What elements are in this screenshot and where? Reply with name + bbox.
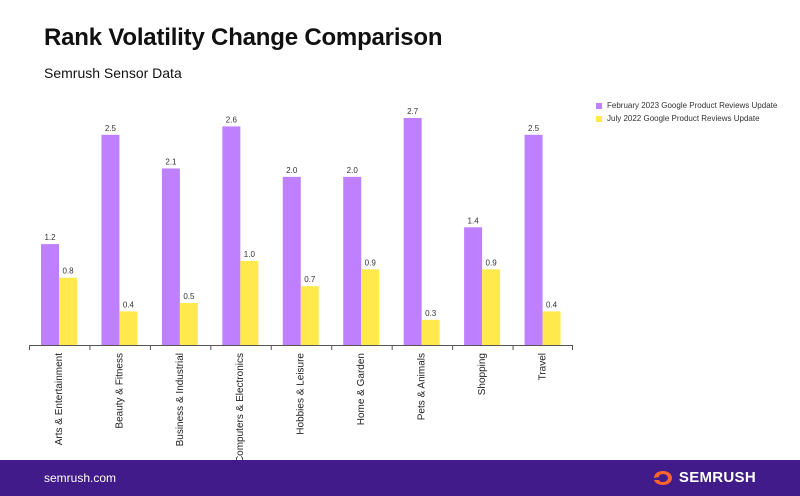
chart-subtitle: Semrush Sensor Data (44, 65, 182, 81)
bar-jul2022 (300, 286, 319, 345)
data-label: 1.0 (244, 250, 256, 259)
data-label: 0.8 (62, 267, 74, 276)
semrush-logo: SEMRUSH (651, 469, 756, 486)
data-label: 2.5 (528, 124, 540, 133)
data-label: 1.4 (468, 216, 480, 225)
category-label: Beauty & Fitness (114, 353, 125, 429)
data-label: 0.5 (183, 292, 195, 301)
semrush-fire-icon (653, 470, 672, 485)
category-label: Computers & Electronics (235, 353, 246, 460)
bar-feb2023 (101, 134, 120, 345)
data-label: 1.2 (44, 233, 56, 242)
category-label: Travel (537, 353, 548, 380)
bar-jul2022 (240, 260, 259, 345)
bar-jul2022 (421, 319, 440, 345)
chart-legend: February 2023 Google Product Reviews Upd… (596, 99, 777, 125)
data-label: 2.1 (165, 157, 177, 166)
data-label: 2.0 (286, 166, 298, 175)
bar-feb2023 (464, 227, 483, 345)
category-label: Business & Industrial (175, 353, 186, 446)
data-label: 2.6 (226, 115, 238, 124)
bar-jul2022 (482, 269, 501, 345)
data-label: 0.4 (123, 300, 135, 309)
bar-feb2023 (282, 176, 301, 345)
bar-feb2023 (41, 244, 59, 345)
category-label: Home & Garden (356, 353, 367, 425)
bar-jul2022 (361, 269, 380, 345)
category-label: Hobbies & Leisure (296, 353, 307, 435)
data-label: 0.9 (365, 258, 377, 267)
bar-feb2023 (161, 168, 180, 345)
data-label: 0.4 (546, 300, 558, 309)
footer-url[interactable]: semrush.com (44, 471, 117, 485)
data-label: 0.7 (304, 275, 316, 284)
bar-jul2022 (119, 311, 138, 345)
legend-item-jul2022: July 2022 Google Product Reviews Update (596, 112, 777, 125)
bar-jul2022 (59, 277, 77, 345)
legend-label-feb2023: February 2023 Google Product Reviews Upd… (607, 101, 778, 110)
bar-feb2023 (222, 126, 241, 345)
data-label: 2.7 (407, 107, 419, 116)
data-label: 0.9 (486, 258, 498, 267)
footer-bar: semrush.com SEMRUSH (0, 460, 800, 496)
category-label: Shopping (477, 353, 488, 395)
bar-feb2023 (524, 134, 543, 345)
data-label: 0.3 (425, 309, 437, 318)
bar-feb2023 (343, 176, 362, 345)
legend-label-jul2022: July 2022 Google Product Reviews Update (607, 114, 760, 123)
legend-swatch-feb2023 (596, 102, 602, 109)
category-label: Arts & Entertainment (54, 353, 65, 445)
bar-jul2022 (179, 302, 198, 345)
bar-jul2022 (542, 311, 561, 345)
category-label: Pets & Animals (417, 353, 428, 420)
legend-item-feb2023: February 2023 Google Product Reviews Upd… (596, 99, 777, 112)
semrush-wordmark: SEMRUSH (678, 469, 756, 486)
chart-title: Rank Volatility Change Comparison (44, 24, 443, 51)
bar-feb2023 (403, 118, 422, 345)
data-label: 2.5 (105, 124, 117, 133)
legend-swatch-jul2022 (596, 115, 602, 122)
bar-chart: 1.2 0.8 Arts & Entertainment 2.5 0.4 Beauty &… (29, 107, 573, 460)
data-label: 2.0 (347, 166, 359, 175)
